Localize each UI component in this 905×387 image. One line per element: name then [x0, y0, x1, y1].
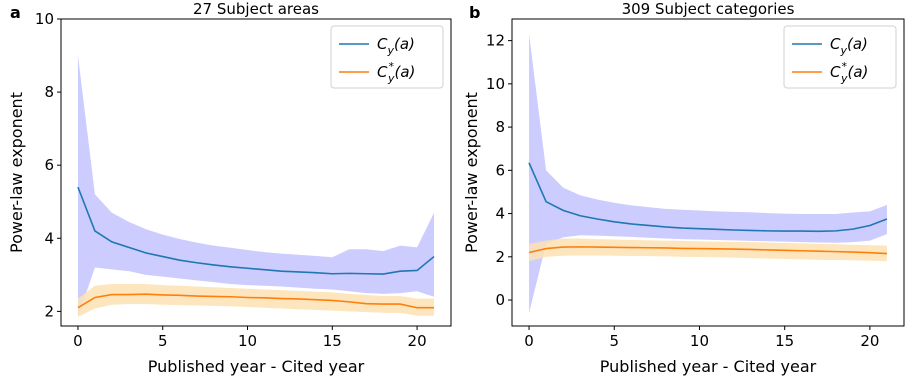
- band-series-1: [77, 55, 435, 317]
- panel-a: 0 5 10 15 20 2 4 6 8 10 Published year - Cited yea…: [7, 0, 452, 376]
- x-axis-label: Published year - Cited year: [600, 357, 817, 376]
- y-tick-label: 12: [486, 32, 505, 50]
- line-series-2: [528, 246, 888, 255]
- x-tick-label: 5: [158, 332, 168, 350]
- y-tick-label: 2: [495, 248, 505, 266]
- legend: Cy(a) C* y(a): [330, 25, 444, 89]
- y-tick-label: 10: [486, 75, 505, 93]
- legend: Cy(a) C* y(a): [783, 25, 897, 89]
- x-tick-label: 20: [408, 332, 427, 350]
- panel-letter: a: [10, 3, 21, 22]
- panel-title: 309 Subject categories: [622, 0, 795, 18]
- panel-b: 0 5 10 15 20 0 2 4 6 8 10 12 Published year - Cited …: [462, 0, 905, 376]
- line-series-1: [77, 186, 435, 275]
- x-tick-label: 5: [609, 332, 619, 350]
- y-axis-label: Power-law exponent: [462, 92, 481, 253]
- y-tick-label: 4: [44, 229, 54, 247]
- y-tick-label: 4: [495, 205, 505, 223]
- x-tick-label: 20: [860, 332, 879, 350]
- x-axis-label: Published year - Cited year: [148, 357, 365, 376]
- band-series-2: [77, 283, 435, 317]
- x-tick-label: 0: [524, 332, 534, 350]
- x-tick-label: 15: [323, 332, 342, 350]
- y-tick-label: 10: [35, 10, 54, 28]
- y-tick-label: 2: [44, 302, 54, 320]
- line-series-1: [528, 162, 888, 233]
- y-tick-label: 6: [44, 156, 54, 174]
- legend-entry-2: C* y(a): [830, 60, 868, 85]
- legend-entry-1: Cy(a): [377, 35, 415, 57]
- y-tick-label: 6: [495, 161, 505, 179]
- y-tick-label: 8: [44, 83, 54, 101]
- x-tick-label: 0: [73, 332, 83, 350]
- y-tick-label: 0: [495, 291, 505, 309]
- plot-frame: [511, 18, 905, 327]
- panel-title: 27 Subject areas: [193, 0, 319, 18]
- band-series-2: [529, 238, 887, 262]
- x-tick-label: 10: [238, 332, 257, 350]
- y-tick-label: 8: [495, 118, 505, 136]
- legend-entry-1: Cy(a): [830, 35, 868, 57]
- plot-frame: [60, 18, 452, 327]
- x-tick-label: 15: [775, 332, 794, 350]
- x-tick-label: 10: [690, 332, 709, 350]
- y-axis-label: Power-law exponent: [7, 92, 26, 253]
- panel-letter: b: [469, 3, 480, 22]
- legend-entry-2: C* y(a): [377, 60, 415, 85]
- line-series-2: [77, 293, 435, 309]
